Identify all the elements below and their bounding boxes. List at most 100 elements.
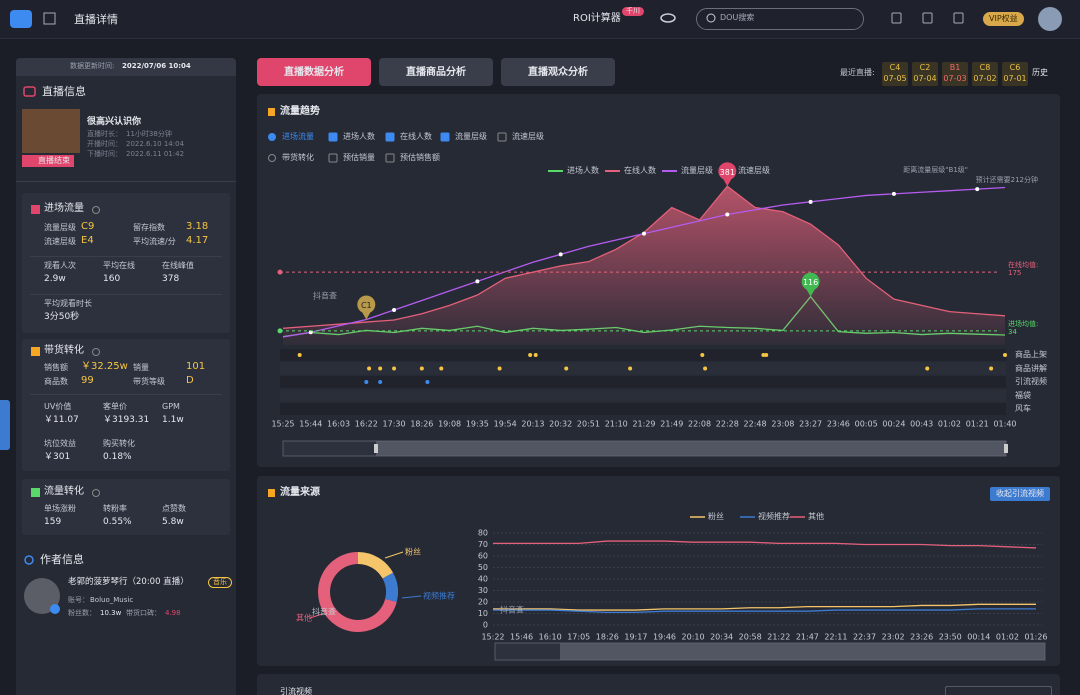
- y-tick-label: 60: [478, 552, 488, 561]
- vip-button[interactable]: VIP权益: [983, 12, 1024, 26]
- event-dot: [564, 366, 569, 371]
- stat-label: 坑位效益: [44, 439, 76, 448]
- watermark: 抖音查: [313, 291, 337, 301]
- x-tick-label: 01:40: [993, 420, 1016, 429]
- stat-label: 平均在线: [103, 261, 135, 270]
- trend-note: 距离流量层级"B1级": [903, 166, 968, 174]
- option-label[interactable]: 流速层级: [512, 132, 544, 141]
- level-dot: [891, 191, 896, 196]
- recent-badge[interactable]: [1002, 62, 1028, 86]
- event-dot: [378, 366, 383, 371]
- y-tick-label: 30: [478, 586, 488, 595]
- stat-value: 378: [162, 274, 180, 284]
- metric-label: 流速层级: [44, 237, 76, 246]
- event-row: [280, 349, 1006, 361]
- header-icon: [891, 12, 902, 24]
- x-tick-label: 23:46: [827, 420, 850, 429]
- average-dot: [277, 328, 283, 334]
- live-cover: [22, 109, 80, 153]
- metric-label: 带货等级: [133, 377, 165, 386]
- option-label[interactable]: 预估销量: [343, 153, 375, 162]
- help-icon: [92, 206, 100, 214]
- checkbox: [440, 132, 450, 142]
- online-area: [283, 186, 1005, 345]
- option-label[interactable]: 在线人数: [400, 132, 432, 141]
- x-tick-label: 00:14: [967, 633, 990, 642]
- pin-label: C1: [361, 301, 372, 310]
- x-tick-label: 23:50: [939, 633, 962, 642]
- side-toggle[interactable]: [0, 400, 10, 450]
- tab-label[interactable]: 直播商品分析: [406, 67, 466, 78]
- event-dot: [533, 353, 538, 357]
- tab-label[interactable]: 直播观众分析: [528, 67, 588, 78]
- recent-badge[interactable]: [942, 62, 968, 86]
- search-box[interactable]: [696, 8, 864, 30]
- event-row: [280, 362, 1006, 375]
- level-dot: [642, 231, 646, 236]
- legend-label: 流速层级: [738, 166, 770, 175]
- radio: [268, 154, 276, 162]
- donut-slice: [318, 552, 397, 633]
- x-tick-label: 22:11: [824, 633, 847, 642]
- option-label[interactable]: 预估销售额: [400, 153, 440, 162]
- event-dot: [761, 353, 766, 357]
- x-tick-label: 18:26: [596, 633, 619, 642]
- x-tick-label: 23:08: [771, 420, 794, 429]
- collapse-button[interactable]: 收起引流视频: [990, 487, 1050, 501]
- tab-label[interactable]: 直播数据分析: [284, 67, 344, 78]
- stat-value: ￥3193.31: [103, 415, 150, 425]
- tab[interactable]: [257, 58, 371, 86]
- x-tick-label: 21:10: [605, 420, 628, 429]
- event-dot: [703, 366, 708, 371]
- stat-label: 单场涨粉: [44, 504, 76, 513]
- recent-level: B1: [949, 63, 961, 72]
- x-tick-label: 18:26: [410, 420, 433, 429]
- history-button[interactable]: 历史: [1032, 68, 1048, 77]
- watermark: 抖音查: [500, 605, 524, 615]
- stat-label: 平均观看时长: [44, 299, 92, 308]
- average-label: 在线均值:: [1008, 261, 1039, 270]
- legend-label: 视频推荐: [758, 512, 790, 521]
- y-tick-label: 80: [478, 529, 488, 538]
- tab[interactable]: [501, 58, 615, 86]
- option-label[interactable]: 进场人数: [343, 132, 375, 141]
- stat-label: 点赞数: [162, 504, 186, 513]
- option-label[interactable]: 带货转化: [282, 153, 314, 162]
- tab[interactable]: [379, 58, 493, 86]
- recent-badge[interactable]: [972, 62, 998, 86]
- live-icon: [23, 86, 36, 97]
- divider: [16, 181, 236, 182]
- y-tick-label: 70: [478, 540, 488, 549]
- watermark: 抖音查: [312, 607, 336, 617]
- stat-label: GPM: [162, 402, 180, 411]
- roi-badge: 千川: [622, 7, 644, 16]
- event-dot: [378, 380, 383, 384]
- x-tick-label: 17:05: [567, 633, 590, 642]
- event-label: 商品讲解: [1015, 363, 1047, 373]
- event-dot: [419, 366, 424, 371]
- event-dot: [764, 353, 769, 357]
- range-selection: [560, 643, 1045, 660]
- event-dot: [367, 366, 372, 371]
- recent-badge[interactable]: [912, 62, 938, 86]
- select-box[interactable]: [945, 686, 1052, 695]
- x-tick-label: 15:44: [299, 420, 322, 429]
- x-tick-label: 17:30: [383, 420, 406, 429]
- legend-label: 流量层级: [681, 166, 713, 175]
- menu-icon: [43, 12, 56, 25]
- roi-calc[interactable]: ROI计算器: [573, 13, 621, 24]
- source-title: 流量来源: [280, 487, 320, 498]
- event-row: [280, 403, 1006, 415]
- recent-badge[interactable]: [882, 62, 908, 86]
- option-label[interactable]: 流量层级: [455, 132, 487, 141]
- checkbox: [497, 132, 507, 142]
- conversion-card: [22, 479, 230, 535]
- event-dot: [392, 366, 397, 371]
- x-tick-label: 15:25: [271, 420, 294, 429]
- x-tick-label: 21:22: [767, 633, 790, 642]
- live-heading: 直播信息: [42, 85, 86, 98]
- x-tick-label: 00:24: [882, 420, 905, 429]
- option-label[interactable]: 进场流量: [282, 132, 314, 141]
- event-dot: [528, 353, 533, 357]
